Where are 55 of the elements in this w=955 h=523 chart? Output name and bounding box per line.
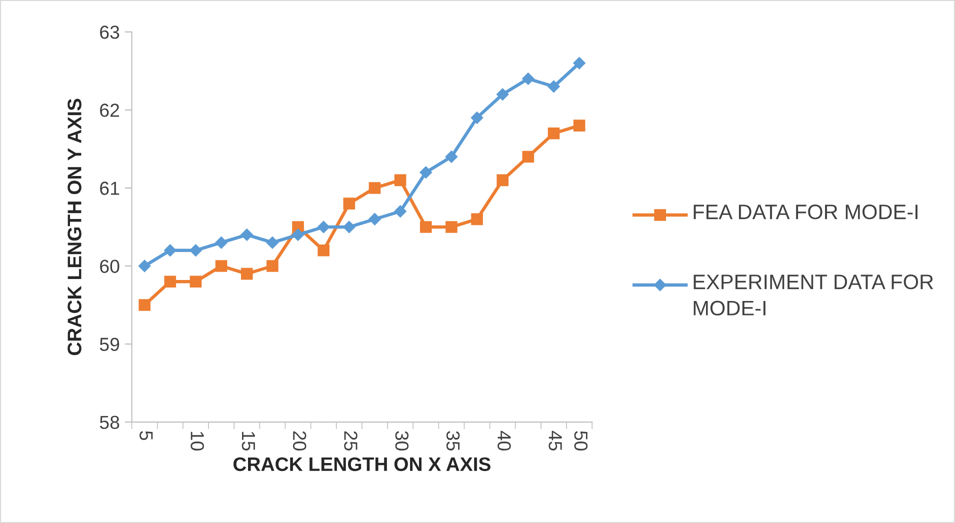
- point: [240, 228, 253, 241]
- x-axis-title: CRACK LENGTH ON X AXIS: [233, 457, 490, 472]
- point: [445, 150, 458, 163]
- legend-label: FEA DATA FOR MODE-I: [694, 204, 918, 220]
- point: [292, 228, 304, 241]
- point: [573, 120, 586, 132]
- point: [266, 260, 278, 272]
- point: [318, 244, 330, 256]
- y-tick-label: 61: [100, 182, 120, 195]
- point: [522, 72, 534, 85]
- point: [266, 236, 279, 249]
- x-tick-label: 35: [446, 431, 460, 450]
- y-tick-label: 63: [100, 26, 120, 39]
- y-tick-label: 60: [100, 260, 120, 273]
- point: [548, 127, 560, 140]
- point: [343, 220, 356, 234]
- point: [471, 213, 483, 226]
- point: [164, 276, 176, 288]
- point: [394, 205, 406, 218]
- x-tick-label: 45: [548, 430, 562, 450]
- point: [317, 220, 330, 234]
- point: [138, 260, 151, 272]
- x-tick-label: 50: [574, 431, 588, 451]
- point: [573, 57, 586, 70]
- x-tick-label: 20: [292, 431, 306, 451]
- point: [343, 198, 356, 210]
- point: [215, 260, 228, 272]
- point: [190, 244, 202, 256]
- x-tick-label: 25: [344, 431, 358, 450]
- point: [394, 174, 406, 186]
- point: [368, 182, 381, 194]
- x-tick-label: 10: [190, 432, 204, 451]
- point: [470, 112, 484, 124]
- point: [215, 236, 228, 249]
- point: [446, 221, 458, 233]
- x-tick-label: 40: [498, 430, 511, 451]
- y-tick-label: 62: [100, 104, 120, 117]
- point: [368, 213, 381, 226]
- point: [138, 299, 150, 311]
- y-tick-label: 58: [100, 416, 120, 430]
- point: [522, 150, 534, 163]
- legend-label: EXPERIMENT DATA FOR MODE-I: [694, 274, 934, 316]
- point: [190, 276, 202, 288]
- x-tick-label: 15: [242, 432, 255, 450]
- point: [496, 174, 508, 186]
- x-tick-label: 5: [140, 431, 153, 440]
- y-axis-title: CRACK LENGTH ON Y AXIS: [68, 98, 82, 356]
- point: [548, 80, 560, 93]
- x-tick-label: 30: [395, 431, 409, 451]
- point: [164, 244, 176, 256]
- point: [240, 268, 253, 280]
- point: [420, 166, 432, 178]
- y-tick-label: 59: [100, 338, 120, 352]
- point: [420, 221, 432, 233]
- point: [496, 88, 509, 100]
